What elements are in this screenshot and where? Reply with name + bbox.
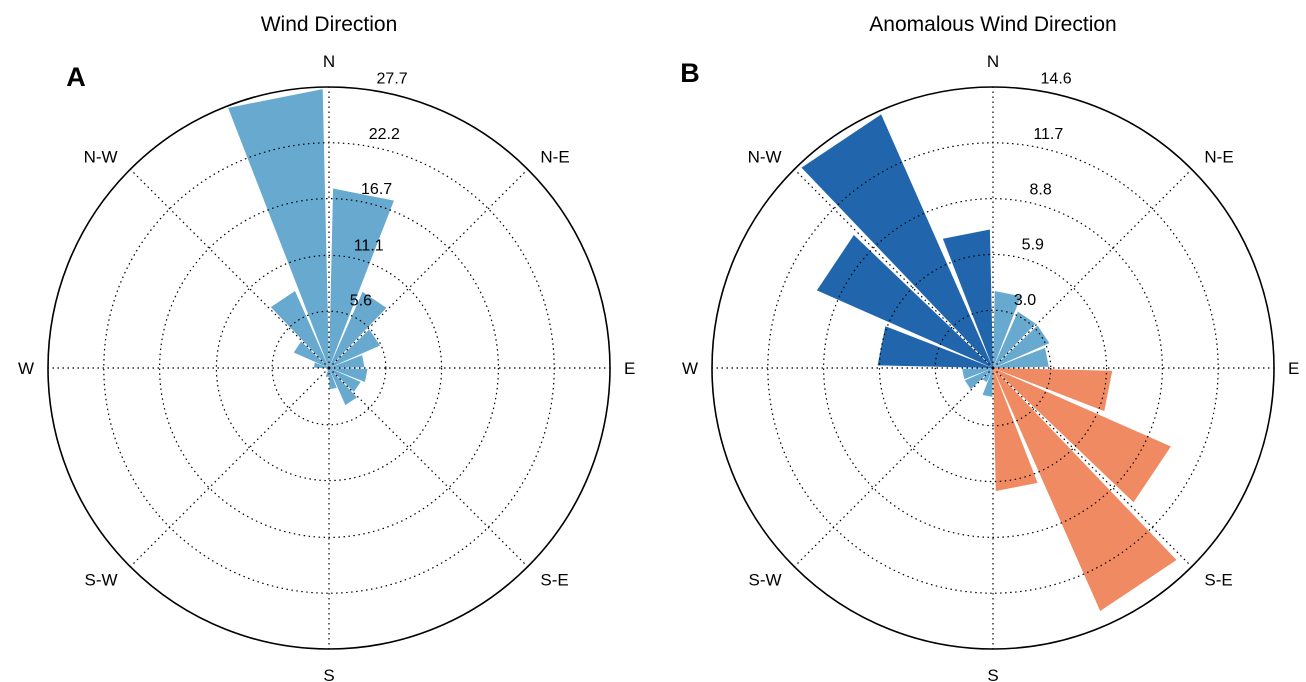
panel-a-direction-s-w: S-W	[85, 570, 118, 589]
panel-a-grid-spoke	[129, 367, 330, 568]
panel-a-bars	[228, 89, 394, 406]
panel-a-bar-7	[329, 368, 337, 390]
panel-b-bars	[801, 114, 1177, 612]
panel-a-grid-ring	[158, 197, 500, 539]
panel-b-bar-5	[993, 368, 1171, 503]
panel-b-bar-14	[801, 114, 993, 368]
panel-a-ring-label: 5.6	[350, 293, 372, 310]
panel-a-bar-13	[293, 341, 329, 368]
panel-a-ring-labels: 5.6 11.1 16.7 22.2 27.7	[350, 71, 408, 310]
panel-b-grid-ring	[878, 253, 1108, 483]
panel-a-grid	[47, 86, 611, 650]
panel-a-bar-1	[329, 291, 387, 368]
panel-b-grid-spoke	[992, 168, 1193, 369]
panel-b-direction-n: N	[987, 52, 999, 71]
panel-a-grid-spoke	[328, 168, 529, 369]
panel-b-direction-s-w: S-W	[749, 570, 782, 589]
panel-a-direction-s-e: S-E	[540, 570, 568, 589]
panel-b-bar-4	[993, 368, 1113, 412]
panel-a-ring-label: 22.2	[369, 126, 400, 143]
panel-a-bar-12	[313, 362, 329, 368]
panel-b-grid-ring	[934, 309, 1052, 427]
panel-a-bar-2	[329, 329, 381, 368]
panel-b-grid-spoke	[793, 367, 994, 568]
panel-b-grid-ring	[823, 198, 1163, 538]
panel-a-bar-8	[325, 368, 329, 378]
panel-b-grid-spoke	[992, 367, 1193, 568]
panel-a-bar-0	[329, 188, 394, 368]
panel-b-bar-3	[993, 347, 1049, 368]
panel-b-ring-label: 3.0	[1014, 292, 1036, 309]
panel-a-label: A	[66, 62, 86, 92]
panel-b-bar-7	[993, 368, 1038, 492]
panel-b-bar-15	[942, 229, 993, 368]
panel-a-bar-6	[329, 368, 358, 406]
panel-a-title: Wind Direction	[261, 13, 398, 36]
panel-b-grid-spoke	[793, 168, 994, 369]
panel-b-grid	[711, 86, 1275, 650]
panel-b-direction-n-e: N-E	[1204, 148, 1233, 167]
panel-a-grid-spoke	[328, 367, 529, 568]
panel-b-direction-s: S	[987, 666, 998, 682]
panel-a-ring-label: 27.7	[377, 71, 408, 88]
panel-b-direction-n-w: N-W	[748, 148, 782, 167]
panel-a-ring-label: 16.7	[361, 181, 392, 198]
panel-b-bar-6	[993, 368, 1177, 612]
panel-b-ring-label: 8.8	[1029, 181, 1051, 198]
panel-b-bar-10	[964, 368, 993, 390]
panel-a-bar-14	[270, 290, 329, 368]
panel-b-direction-s-e: S-E	[1204, 570, 1232, 589]
panel-b-bar-2	[993, 325, 1050, 368]
panel-b-bar-1	[993, 311, 1036, 368]
panel-b-bar-0	[993, 291, 1021, 368]
panel-b-bar-8	[982, 368, 993, 397]
panel-a-direction-n-w: N-W	[84, 148, 118, 167]
panel-a-direction-n: N	[323, 52, 335, 71]
panel-a-direction-labels: N N-E E S-E S S-W W N-W	[18, 52, 635, 682]
panel-b-ring-label: 11.7	[1033, 126, 1063, 143]
panel-b-label: B	[680, 58, 700, 88]
panel-a-bar-4	[329, 368, 368, 382]
panel-b-ring-label: 5.9	[1022, 237, 1044, 254]
panel-b-bar-13	[816, 235, 993, 368]
panel-b-bar-11	[962, 368, 993, 380]
panel-b-direction-w: W	[682, 359, 698, 378]
panel-b-ring-label: 14.6	[1041, 71, 1072, 88]
panel-a-bar-5	[329, 368, 361, 392]
panel-a-grid-ring	[215, 254, 443, 482]
panel-a-bar-3	[329, 355, 365, 368]
panel-a-grid-spoke	[129, 168, 330, 369]
panel-b: Anomalous Wind Direction B 3.0 5.9 8.8 11.7…	[680, 13, 1299, 682]
panel-a-bar-15	[228, 89, 329, 368]
panel-b-direction-labels: N N-E E S-E S S-W W N-W	[682, 52, 1299, 682]
panel-b-bar-9	[982, 368, 993, 383]
panel-a-grid-ring	[271, 310, 387, 426]
panel-b-title: Anomalous Wind Direction	[869, 13, 1116, 36]
panel-b-bar-12	[877, 326, 993, 368]
panel-a-direction-s: S	[323, 666, 334, 682]
panel-a-direction-e: E	[624, 359, 635, 378]
panel-b-ring-labels: 3.0 5.9 8.8 11.7 14.6	[1014, 71, 1072, 309]
panel-a-direction-n-e: N-E	[540, 148, 569, 167]
panel-a-ring-label: 11.1	[354, 238, 384, 255]
panel-b-direction-e: E	[1288, 359, 1299, 378]
panel-a: Wind Direction A 5.6 11.1 16.7 22.2 27.7 N N-…	[18, 13, 635, 682]
panel-a-direction-w: W	[18, 359, 34, 378]
